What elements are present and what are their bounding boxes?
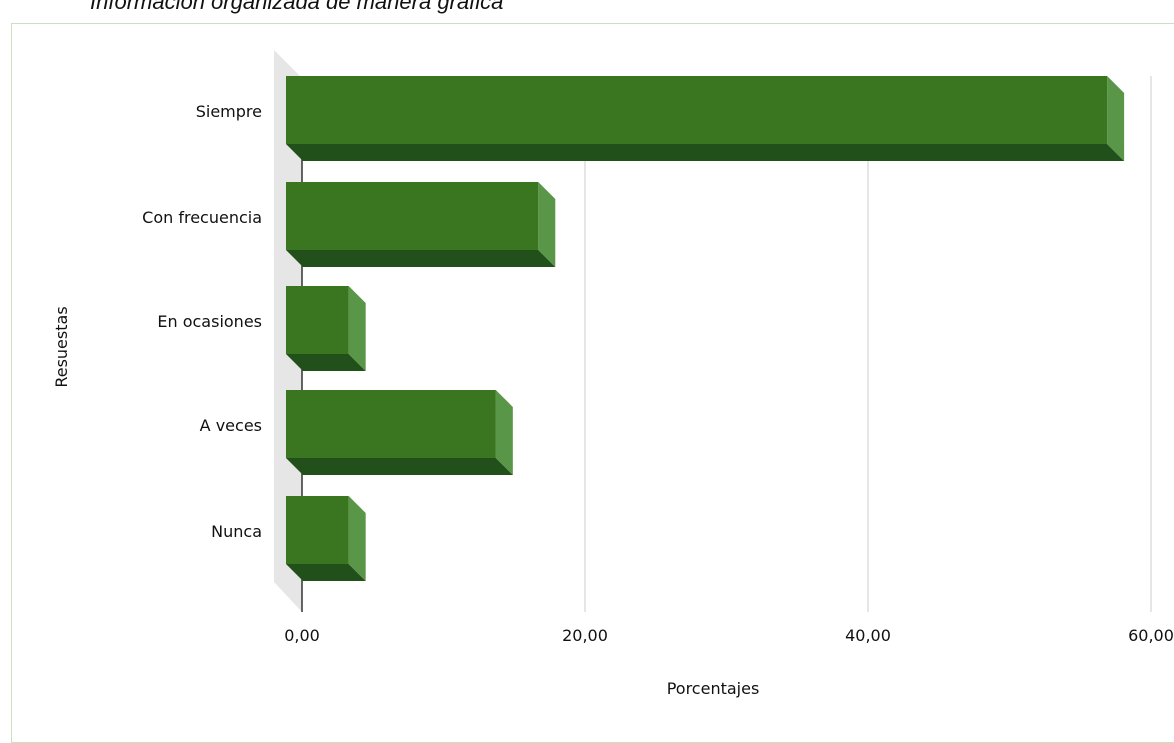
bar-side-face xyxy=(348,496,366,581)
x-tick-label: 40,00 xyxy=(845,626,891,645)
y-axis-title: Resuestas xyxy=(52,306,71,387)
bar-side-face xyxy=(495,390,513,475)
bar-front-face xyxy=(286,390,496,458)
bar-side-face xyxy=(538,182,556,267)
bar-bottom-face xyxy=(286,144,1125,161)
x-axis-title: Porcentajes xyxy=(667,679,760,698)
x-tick-label: 60,00 xyxy=(1128,626,1174,645)
bar-bottom-face xyxy=(286,458,513,475)
bar xyxy=(286,286,366,371)
bar xyxy=(286,76,1125,161)
bar-front-face xyxy=(286,286,349,354)
bar-front-face xyxy=(286,182,539,250)
bar-bottom-face xyxy=(286,250,556,267)
bar-front-face xyxy=(286,496,349,564)
category-label: Nunca xyxy=(211,522,262,541)
bar-side-face xyxy=(348,286,366,371)
category-label: Siempre xyxy=(196,102,262,121)
bar-bottom-face xyxy=(286,564,366,581)
x-tick-label: 0,00 xyxy=(284,626,320,645)
bar xyxy=(286,182,556,267)
category-label: En ocasiones xyxy=(157,312,262,331)
bar xyxy=(286,496,366,581)
bar xyxy=(286,390,513,475)
bar-front-face xyxy=(286,76,1108,144)
category-label: Con frecuencia xyxy=(142,208,262,227)
category-label: A veces xyxy=(200,416,262,435)
bar-side-face xyxy=(1107,76,1125,161)
figure-caption: Información organizada de manera gráfica xyxy=(90,0,504,14)
x-tick-label: 20,00 xyxy=(562,626,608,645)
bar-bottom-face xyxy=(286,354,366,371)
